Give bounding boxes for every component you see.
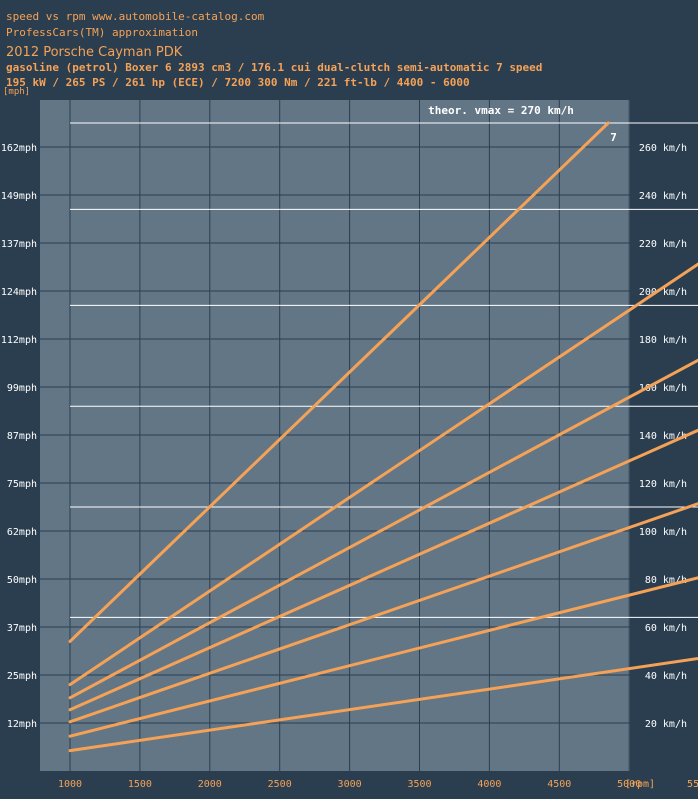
x-tick-label: 5500 xyxy=(687,779,698,790)
x-tick-label: 5000 xyxy=(617,779,641,790)
vmax-annotation: theor. vmax = 270 km/h xyxy=(428,104,574,117)
y-tick-label-mph: 112mph xyxy=(1,335,37,346)
y-tick-label-kmh: 80 km/h xyxy=(645,575,687,586)
y-tick-label-kmh: 220 km/h xyxy=(639,239,687,250)
gear-line-6 xyxy=(68,262,698,687)
y-tick-label-mph: 12mph xyxy=(7,719,37,730)
x-tick-label: 3000 xyxy=(338,779,362,790)
x-tick-label: 1500 xyxy=(128,779,152,790)
gear-line-7 xyxy=(68,121,610,643)
x-tick-label: 2000 xyxy=(198,779,222,790)
x-tick-label: 1000 xyxy=(58,779,82,790)
y-tick-label-kmh: 160 km/h xyxy=(639,383,687,394)
gear-line-1 xyxy=(68,657,698,753)
y-tick-label-kmh: 260 km/h xyxy=(639,143,687,154)
approximation-note: ProfessCars(TM) approximation xyxy=(6,26,199,39)
gear-line-2 xyxy=(68,576,698,738)
vehicle-title: 2012 Porsche Cayman PDK xyxy=(6,45,183,60)
y-tick-label-kmh: 140 km/h xyxy=(639,431,687,442)
y-tick-label-kmh: 20 km/h xyxy=(645,719,687,730)
gear-line-3 xyxy=(68,502,698,724)
y-tick-label-mph: 75mph xyxy=(7,479,37,490)
y-tick-label-kmh: 200 km/h xyxy=(639,287,687,298)
y-tick-label-kmh: 120 km/h xyxy=(639,479,687,490)
y-tick-label-mph: 37mph xyxy=(7,623,37,634)
y-tick-label-mph: 124mph xyxy=(1,287,37,298)
x-tick-label: 4500 xyxy=(547,779,571,790)
y-tick-label-kmh: 100 km/h xyxy=(639,527,687,538)
y-axis-unit-label: [mph] xyxy=(3,87,31,97)
y-tick-label-mph: 25mph xyxy=(7,671,37,682)
gear-line-4 xyxy=(68,428,698,712)
chart-source-line: speed vs rpm www.automobile-catalog.com xyxy=(6,10,265,23)
x-axis-unit-label: [rpm] xyxy=(625,779,655,790)
x-tick-label: 3500 xyxy=(407,779,431,790)
y-tick-label-kmh: 40 km/h xyxy=(645,671,687,682)
y-tick-label-mph: 99mph xyxy=(7,383,37,394)
y-tick-label-mph: 149mph xyxy=(1,191,37,202)
y-tick-label-mph: 162mph xyxy=(1,143,37,154)
y-tick-label-mph: 87mph xyxy=(7,431,37,442)
y-tick-label-mph: 137mph xyxy=(1,239,37,250)
x-tick-label: 4000 xyxy=(477,779,501,790)
y-tick-label-mph: 62mph xyxy=(7,527,37,538)
engine-spec-line: gasoline (petrol) Boxer 6 2893 cm3 / 176… xyxy=(6,61,543,74)
y-tick-label-kmh: 60 km/h xyxy=(645,623,687,634)
power-spec-line: 195 kW / 265 PS / 261 hp (ECE) / 7200 30… xyxy=(6,76,470,89)
y-tick-label-mph: 50mph xyxy=(7,575,37,586)
y-tick-label-kmh: 180 km/h xyxy=(639,335,687,346)
gear-line-5 xyxy=(68,358,698,700)
y-tick-label-kmh: 240 km/h xyxy=(639,191,687,202)
x-tick-label: 2500 xyxy=(268,779,292,790)
gear-label: 7 xyxy=(610,131,617,144)
